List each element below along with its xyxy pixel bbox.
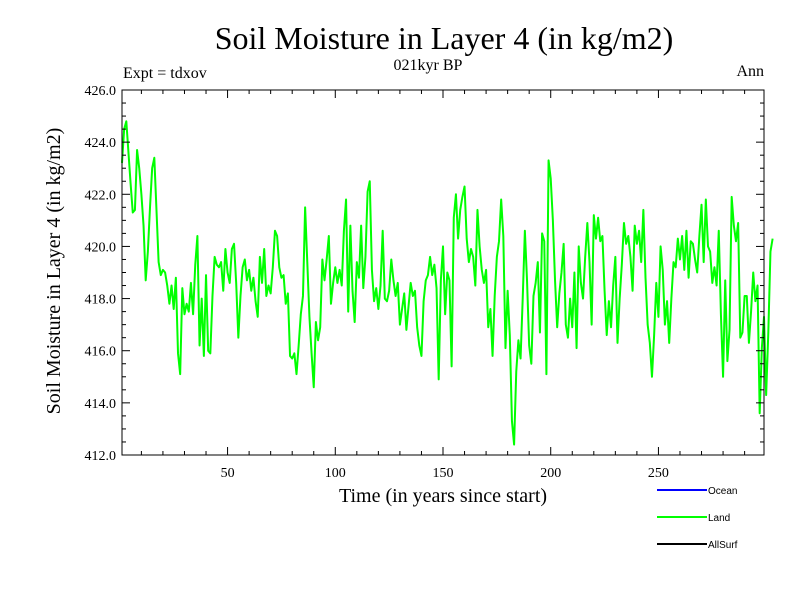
y-tick-label: 418.0: [85, 293, 117, 308]
legend: Ocean Land AllSurf: [657, 486, 738, 551]
x-tick-label: 100: [325, 466, 346, 481]
period-label: Ann: [736, 63, 764, 80]
x-tick-label: 250: [648, 466, 669, 481]
chart-subtitle: 021kyr BP: [394, 57, 463, 74]
legend-label-allsurf: AllSurf: [708, 540, 738, 551]
x-tick-label: 200: [540, 466, 561, 481]
chart-title: Soil Moisture in Layer 4 (in kg/m2): [215, 20, 674, 56]
y-tick-label: 414.0: [85, 397, 117, 412]
x-tick-label: 150: [433, 466, 454, 481]
plot-area: 412.0 414.0 416.0 418.0 420.0 422.0 424.0 426.0…: [85, 84, 774, 481]
y-tick-label: 412.0: [85, 449, 117, 464]
legend-label-land: Land: [708, 513, 730, 524]
y-tick-label: 416.0: [85, 345, 117, 360]
expt-label: Expt = tdxov: [123, 65, 207, 82]
series-line-land: [121, 120, 774, 446]
y-tick-label: 424.0: [85, 136, 117, 151]
y-tick-label: 422.0: [85, 188, 117, 203]
y-tick-label: 426.0: [85, 84, 117, 99]
x-tick-label: 50: [221, 466, 235, 481]
y-tick-label: 420.0: [85, 240, 117, 255]
y-axis-label: Soil Moisture in Layer 4 (in kg/m2): [43, 128, 65, 415]
legend-label-ocean: Ocean: [708, 486, 737, 497]
x-axis-label: Time (in years since start): [339, 485, 547, 507]
